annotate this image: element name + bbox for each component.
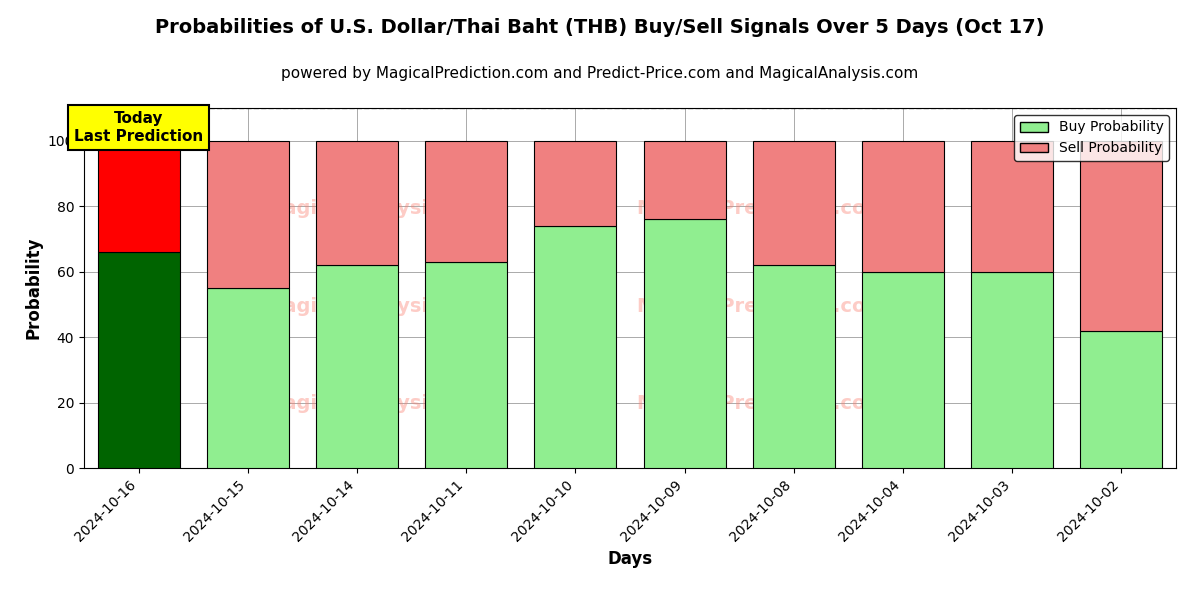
- Bar: [643, 141, 726, 219]
- Bar: [206, 141, 289, 288]
- Bar: [206, 288, 289, 468]
- Legend: Buy Probability, Sell Probability: Buy Probability, Sell Probability: [1014, 115, 1169, 161]
- Bar: [752, 265, 835, 468]
- Text: Today
Last Prediction: Today Last Prediction: [74, 111, 203, 143]
- Bar: [534, 226, 617, 468]
- Bar: [1080, 331, 1163, 468]
- Bar: [534, 141, 617, 226]
- Bar: [971, 141, 1054, 272]
- Y-axis label: Probability: Probability: [24, 237, 42, 339]
- Bar: [862, 272, 944, 468]
- Bar: [971, 272, 1054, 468]
- Text: MagicalAnalysis.com: MagicalAnalysis.com: [265, 199, 493, 218]
- Bar: [97, 252, 180, 468]
- Bar: [643, 219, 726, 468]
- Bar: [862, 141, 944, 272]
- Bar: [425, 262, 508, 468]
- Bar: [316, 265, 398, 468]
- Text: MagicalPrediction.com: MagicalPrediction.com: [636, 296, 886, 316]
- Text: MagicalPrediction.com: MagicalPrediction.com: [636, 394, 886, 413]
- Text: MagicalAnalysis.com: MagicalAnalysis.com: [265, 394, 493, 413]
- Bar: [752, 141, 835, 265]
- X-axis label: Days: Days: [607, 550, 653, 568]
- Bar: [1080, 141, 1163, 331]
- Text: powered by MagicalPrediction.com and Predict-Price.com and MagicalAnalysis.com: powered by MagicalPrediction.com and Pre…: [281, 66, 919, 81]
- Bar: [316, 141, 398, 265]
- Text: Probabilities of U.S. Dollar/Thai Baht (THB) Buy/Sell Signals Over 5 Days (Oct 1: Probabilities of U.S. Dollar/Thai Baht (…: [155, 18, 1045, 37]
- Bar: [425, 141, 508, 262]
- Text: MagicalPrediction.com: MagicalPrediction.com: [636, 199, 886, 218]
- Text: MagicalAnalysis.com: MagicalAnalysis.com: [265, 296, 493, 316]
- Bar: [97, 141, 180, 252]
